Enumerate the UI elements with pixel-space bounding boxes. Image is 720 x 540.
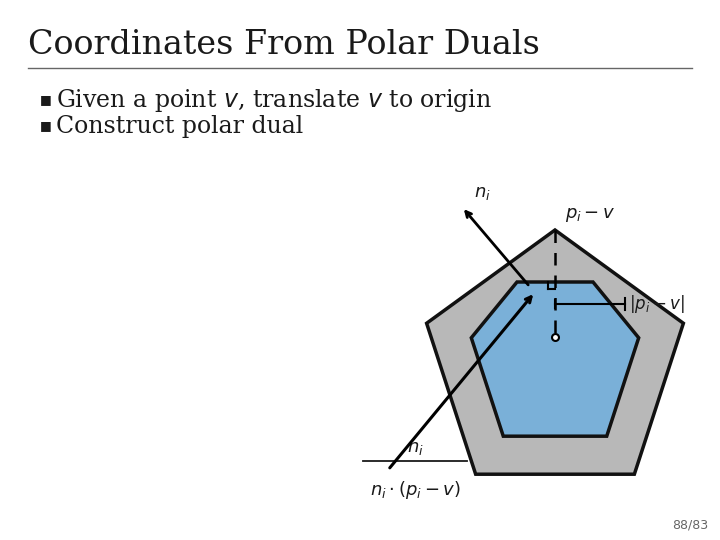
Text: $|p_i - v|$: $|p_i - v|$ xyxy=(629,293,685,315)
Text: Construct polar dual: Construct polar dual xyxy=(56,114,303,138)
Text: ■: ■ xyxy=(40,119,52,132)
Text: ■: ■ xyxy=(40,93,52,106)
Text: Given a point $v$, translate $v$ to origin: Given a point $v$, translate $v$ to orig… xyxy=(56,86,492,113)
Polygon shape xyxy=(427,230,683,474)
Text: Coordinates From Polar Duals: Coordinates From Polar Duals xyxy=(28,29,540,61)
Text: $n_i$: $n_i$ xyxy=(407,439,423,457)
Text: 88/83: 88/83 xyxy=(672,519,708,532)
Text: $n_i \cdot (p_i - v)$: $n_i \cdot (p_i - v)$ xyxy=(369,479,460,501)
Text: $p_i - v$: $p_i - v$ xyxy=(565,206,616,224)
Text: $n_i$: $n_i$ xyxy=(474,184,491,202)
Polygon shape xyxy=(472,282,639,436)
